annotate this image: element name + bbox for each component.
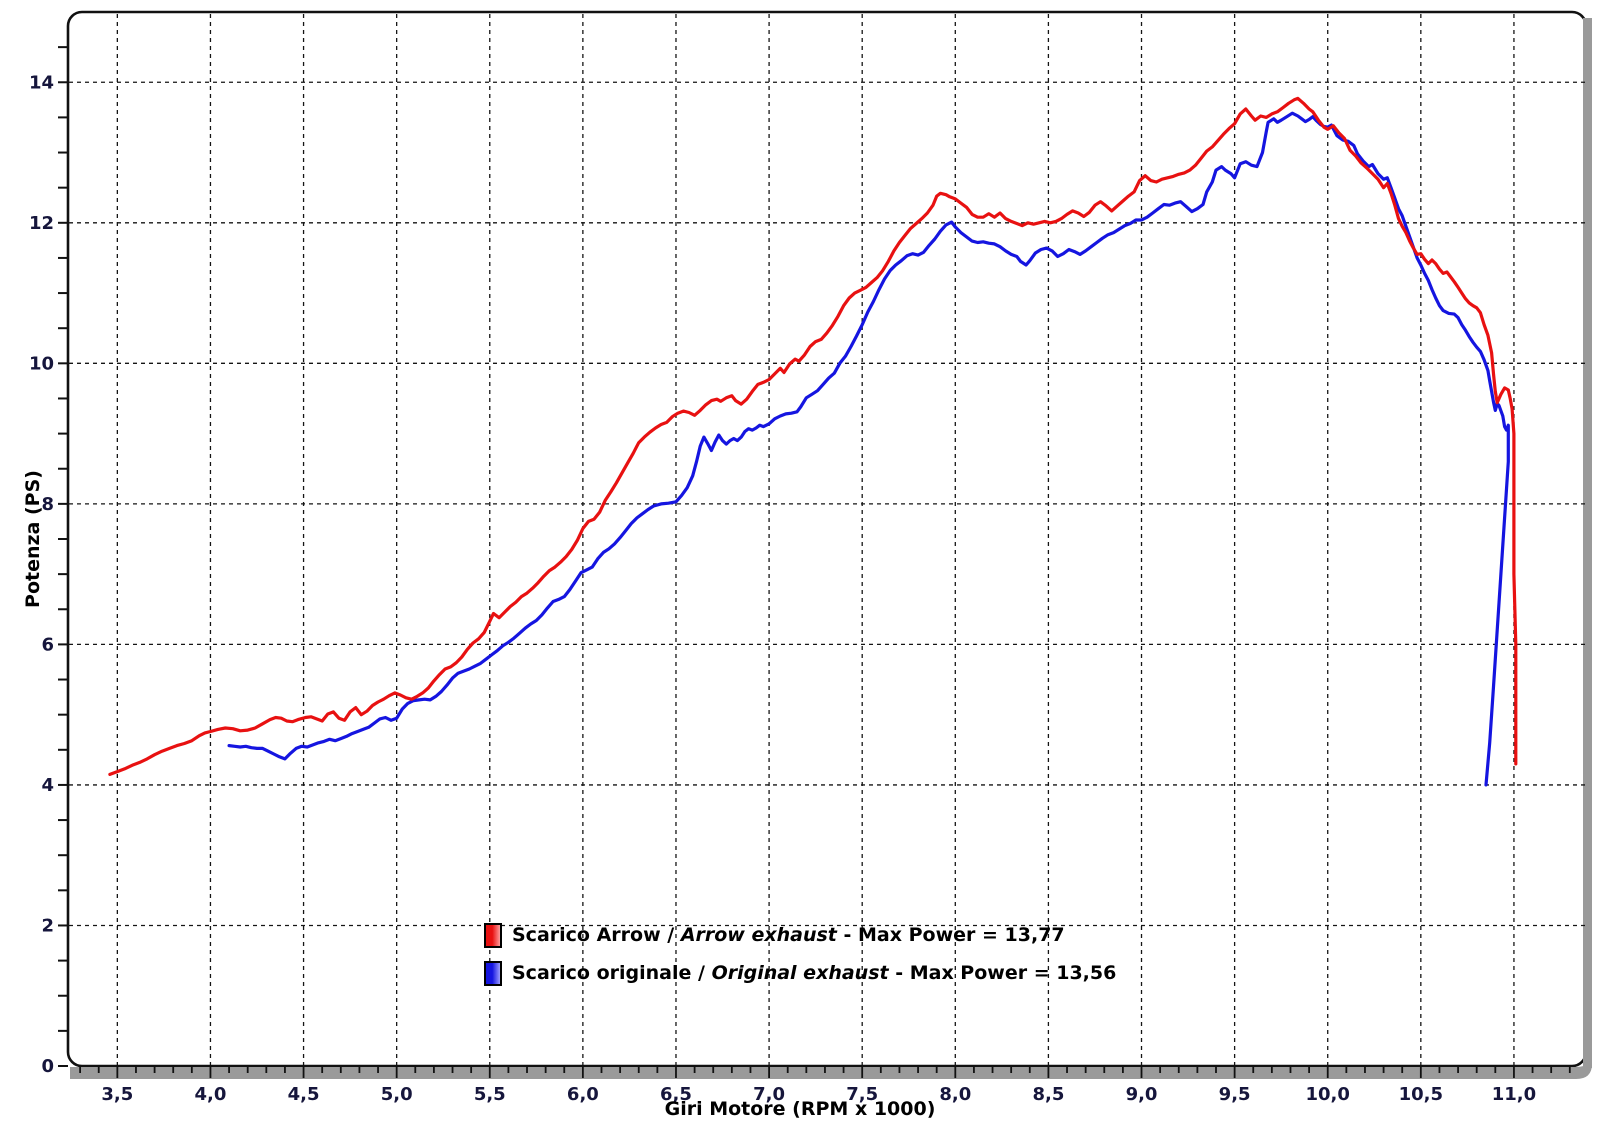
svg-text:8,5: 8,5 (1032, 1084, 1064, 1105)
chart-legend: Scarico Arrow / Arrow exhaust - Max Powe… (484, 922, 1116, 986)
svg-text:0: 0 (41, 1056, 54, 1077)
arrow-exhaust-swatch-icon (484, 922, 502, 948)
arrow-exhaust-curve (108, 96, 1518, 777)
svg-text:7,0: 7,0 (753, 1084, 785, 1105)
svg-text:4,0: 4,0 (195, 1084, 227, 1105)
legend-label-original-exhaust: Scarico originale / Original exhaust - M… (512, 962, 1117, 984)
svg-text:5,5: 5,5 (474, 1084, 506, 1105)
y-tick-marks (58, 46, 68, 1067)
x-tick-labels: 3,5 4,0 4,5 5,0 5,5 6,0 6,5 7,0 7,5 8,0 8,5 9,0 9,5 1… (101, 1084, 1536, 1105)
plot-frame (66, 10, 1588, 1068)
svg-text:11,0: 11,0 (1492, 1084, 1536, 1105)
y-tick-labels: 0 2 4 6 8 10 12 14 (29, 72, 54, 1077)
svg-text:6: 6 (41, 634, 54, 655)
svg-text:10: 10 (29, 353, 54, 374)
svg-text:2: 2 (41, 915, 54, 936)
svg-text:5,0: 5,0 (381, 1084, 413, 1105)
legend-label-arrow-exhaust: Scarico Arrow / Arrow exhaust - Max Powe… (512, 924, 1065, 946)
svg-text:4,5: 4,5 (288, 1084, 320, 1105)
svg-text:12: 12 (29, 213, 54, 234)
svg-text:14: 14 (29, 72, 54, 93)
svg-text:10,5: 10,5 (1399, 1084, 1443, 1105)
svg-text:10,0: 10,0 (1306, 1084, 1350, 1105)
legend-item-arrow-exhaust: Scarico Arrow / Arrow exhaust - Max Powe… (484, 922, 1116, 948)
svg-text:9,5: 9,5 (1219, 1084, 1251, 1105)
original-exhaust-swatch-icon (484, 960, 502, 986)
x-axis-title: Giri Motore (RPM x 1000) (664, 1098, 936, 1120)
svg-text:3,5: 3,5 (101, 1084, 133, 1105)
x-tick-marks (79, 1067, 1571, 1078)
svg-text:6,5: 6,5 (660, 1084, 692, 1105)
x-gridlines (116, 14, 1515, 1065)
svg-text:9,0: 9,0 (1126, 1084, 1158, 1105)
original-exhaust-curve (227, 111, 1510, 787)
svg-text:8: 8 (41, 494, 54, 515)
axis-ruler (70, 18, 1592, 1079)
svg-text:6,0: 6,0 (567, 1084, 599, 1105)
svg-text:8,0: 8,0 (939, 1084, 971, 1105)
legend-item-original-exhaust: Scarico originale / Original exhaust - M… (484, 960, 1116, 986)
svg-text:4: 4 (41, 775, 54, 796)
svg-text:7,5: 7,5 (846, 1084, 878, 1105)
y-axis-title: Potenza (PS) (22, 470, 44, 608)
